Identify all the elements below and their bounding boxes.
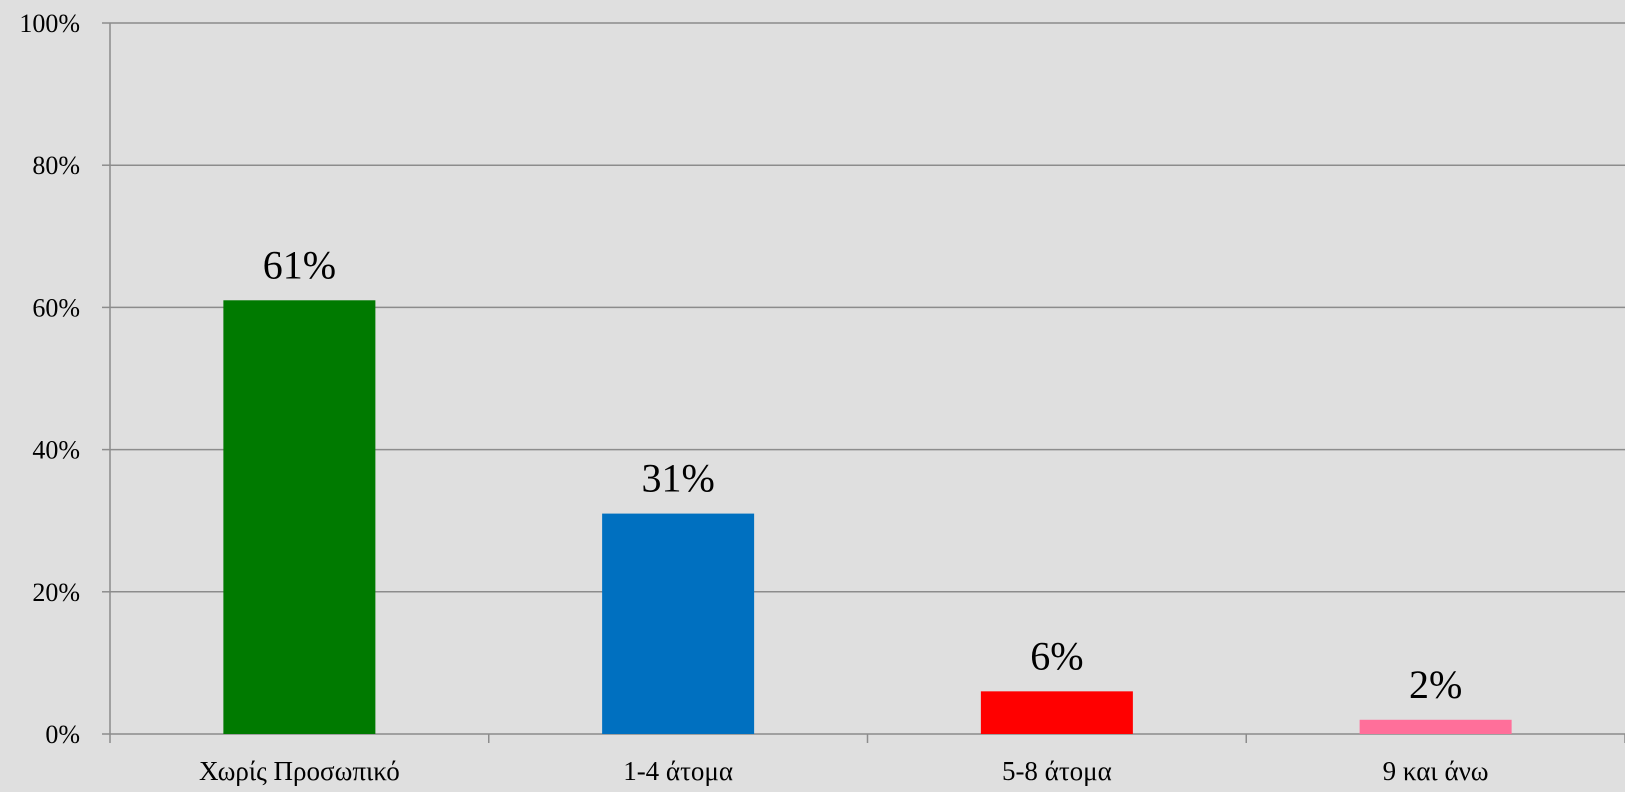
bar-3 [1359,719,1512,734]
x-tick-label: 1-4 άτομα [623,756,733,786]
y-tick-label: 100% [19,9,80,38]
bar-1 [602,513,755,734]
data-label: 2% [1409,662,1462,707]
bar-0 [223,300,376,734]
y-tick-label: 80% [32,151,80,180]
x-tick-label: Χωρίς Προσωπικό [199,756,400,786]
y-tick-label: 20% [32,578,80,607]
y-tick-label: 40% [32,436,80,465]
y-tick-label: 0% [45,720,80,749]
x-tick-label: 5-8 άτομα [1002,756,1112,786]
data-label: 31% [641,456,714,501]
y-tick-label: 60% [32,293,80,322]
data-label: 61% [263,242,336,287]
data-label: 6% [1030,633,1083,678]
bar-2 [980,691,1133,734]
x-tick-label: 9 και άνω [1383,756,1489,786]
